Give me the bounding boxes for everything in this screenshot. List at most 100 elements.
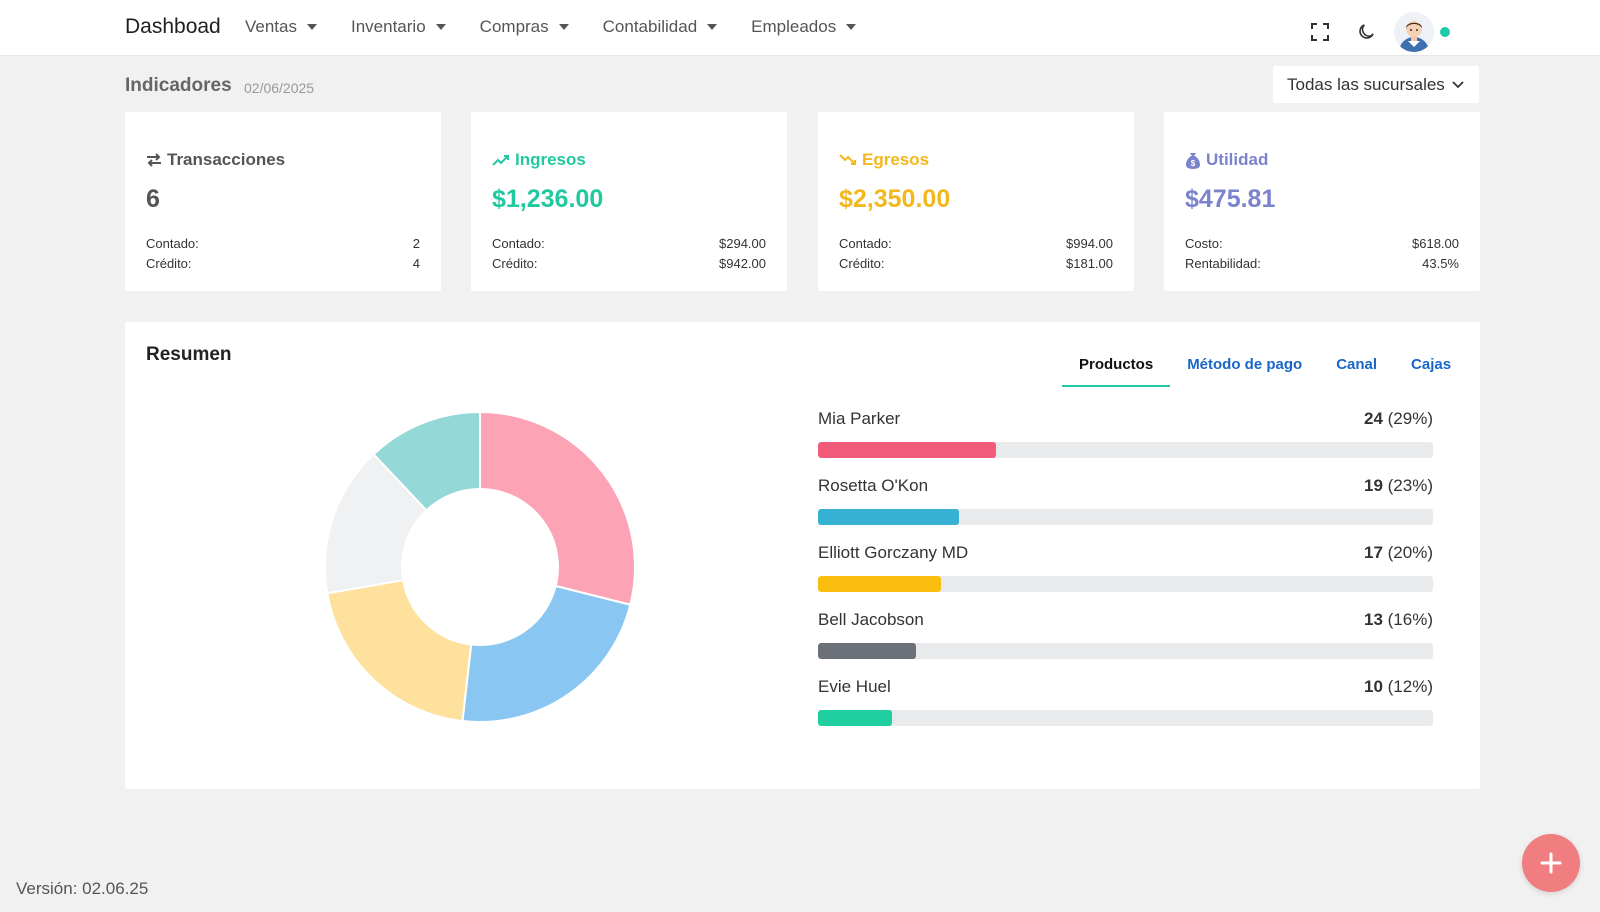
- bar-item-count: 10 (12%): [1364, 677, 1433, 697]
- bar-item-count: 17 (20%): [1364, 543, 1433, 563]
- tab-cajas[interactable]: Cajas: [1411, 356, 1452, 373]
- menu-label: Contabilidad: [602, 17, 698, 36]
- menu-ventas[interactable]: Ventas: [245, 17, 317, 37]
- trending-up-icon: [492, 155, 509, 166]
- kpi-title-text: Ingresos: [515, 150, 586, 169]
- kpi-card-ingresos: Ingresos $1,236.00 Contado: $294.00 Crédi…: [471, 112, 787, 291]
- kpi-row-value: $294.00: [719, 236, 766, 251]
- kpi-row-value: 43.5%: [1422, 256, 1459, 271]
- kpi-value: 6: [146, 185, 160, 213]
- bar-item-name: Evie Huel: [818, 677, 891, 696]
- kpi-row-value: 4: [412, 256, 420, 271]
- bar-track: [818, 509, 1433, 525]
- donut-slice-1[interactable]: [479, 410, 636, 606]
- version-label: Versión: 02.06.25: [16, 879, 149, 898]
- kpi-value: $1,236.00: [492, 185, 604, 213]
- kpi-row: Contado: 2: [146, 236, 420, 251]
- kpi-card-utilidad: $ Utilidad $475.81 Costo: $618.00 Rentabi…: [1164, 112, 1480, 291]
- bar-item: Mia Parker 24 (29%): [818, 409, 1433, 476]
- kpi-title-text: Transacciones: [167, 150, 286, 169]
- bar-item-percent: (16%): [1387, 610, 1433, 629]
- branch-select[interactable]: Todas las sucursales: [1273, 66, 1479, 103]
- kpi-row-value: 2: [412, 236, 420, 251]
- bar-item-count: 13 (16%): [1364, 610, 1433, 630]
- kpi-row-label: Crédito:: [146, 256, 192, 271]
- kpi-title-text: Egresos: [862, 150, 930, 169]
- kpi-row-value: $181.00: [1066, 256, 1113, 271]
- kpi-row-label: Crédito:: [839, 256, 885, 271]
- menu-empleados[interactable]: Empleados: [751, 17, 857, 37]
- top-navbar: Dashboad Ventas Inventario Compras Conta…: [0, 0, 1600, 56]
- bar-item-count-value: 10: [1363, 677, 1383, 696]
- bar-track: [818, 576, 1433, 592]
- kpi-title: Transacciones: [146, 150, 285, 170]
- bar-fill: [818, 710, 892, 726]
- donut-chart: [324, 410, 636, 723]
- tab-canal[interactable]: Canal: [1336, 356, 1378, 373]
- user-avatar[interactable]: [1394, 12, 1434, 52]
- caret-down-icon: [307, 24, 317, 30]
- tab-productos[interactable]: Productos: [1062, 342, 1171, 387]
- brand-title[interactable]: Dashboad: [125, 15, 221, 38]
- transfer-icon: [147, 153, 161, 167]
- trending-down-icon: [839, 154, 856, 165]
- bar-track: [818, 643, 1433, 659]
- menu-compras[interactable]: Compras: [480, 17, 569, 37]
- fullscreen-button[interactable]: [1304, 16, 1336, 48]
- bar-item: Rosetta O'Kon 19 (23%): [818, 476, 1433, 543]
- kpi-row-label: Contado:: [839, 236, 892, 251]
- kpi-value: $475.81: [1185, 185, 1276, 213]
- dark-mode-toggle[interactable]: [1350, 16, 1382, 48]
- menu-label: Compras: [479, 17, 549, 36]
- bar-fill: [818, 509, 960, 525]
- menu-label: Inventario: [351, 17, 426, 36]
- kpi-value: $2,350.00: [839, 185, 951, 213]
- bar-item: Bell Jacobson 13 (16%): [818, 610, 1433, 677]
- bar-track: [818, 442, 1433, 458]
- menu-label: Ventas: [245, 17, 297, 36]
- online-status-dot: [1440, 27, 1450, 37]
- bar-item-name: Rosetta O'Kon: [818, 476, 929, 495]
- bar-item: Elliott Gorczany MD 17 (20%): [818, 543, 1433, 610]
- kpi-row: Crédito: $942.00: [492, 256, 766, 271]
- kpi-row-value: $618.00: [1412, 236, 1459, 251]
- donut-slice-5[interactable]: [372, 410, 481, 512]
- kpi-row-value: $994.00: [1066, 236, 1113, 251]
- caret-down-icon: [558, 24, 569, 30]
- bar-item-count-value: 24: [1363, 409, 1383, 428]
- moon-icon: [1359, 24, 1374, 39]
- kpi-row-label: Contado:: [146, 236, 199, 251]
- kpi-row-label: Crédito:: [492, 256, 538, 271]
- kpi-row-label: Rentabilidad:: [1185, 256, 1261, 271]
- user-avatar-icon: [1399, 21, 1429, 52]
- kpi-row-label: Contado:: [492, 236, 545, 251]
- kpi-row: Rentabilidad: 43.5%: [1185, 256, 1459, 271]
- page-date: 02/06/2025: [244, 80, 315, 96]
- main-menu: Ventas Inventario Compras Contabilidad E…: [245, 17, 890, 37]
- kpi-row: Crédito: 4: [146, 256, 420, 271]
- fullscreen-icon: [1311, 23, 1329, 41]
- kpi-row: Crédito: $181.00: [839, 256, 1113, 271]
- bar-item-count-value: 17: [1363, 543, 1383, 562]
- donut-slice-3[interactable]: [326, 579, 473, 723]
- nav-actions: [1290, 12, 1450, 52]
- kpi-row-value: $942.00: [719, 256, 766, 271]
- bar-item: Evie Huel 10 (12%): [818, 677, 1433, 744]
- add-fab-button[interactable]: [1522, 834, 1580, 892]
- bar-item-percent: (12%): [1387, 677, 1433, 696]
- bar-item-count: 19 (23%): [1364, 476, 1433, 496]
- bar-item-count: 24 (29%): [1364, 409, 1433, 429]
- tab-metodo-de-pago[interactable]: Método de pago: [1187, 356, 1303, 373]
- kpi-title: $ Utilidad: [1185, 150, 1268, 170]
- menu-inventario[interactable]: Inventario: [351, 17, 446, 37]
- bar-fill: [818, 576, 941, 592]
- branch-select-value: Todas las sucursales: [1287, 74, 1445, 94]
- kpi-row: Costo: $618.00: [1185, 236, 1459, 251]
- menu-contabilidad[interactable]: Contabilidad: [603, 17, 718, 37]
- bar-item-name: Elliott Gorczany MD: [818, 543, 969, 562]
- bar-track: [818, 710, 1433, 726]
- donut-slice-2[interactable]: [461, 584, 632, 723]
- kpi-row-label: Costo:: [1185, 236, 1223, 251]
- bar-item-count-value: 13: [1363, 610, 1383, 629]
- caret-down-icon: [846, 24, 857, 30]
